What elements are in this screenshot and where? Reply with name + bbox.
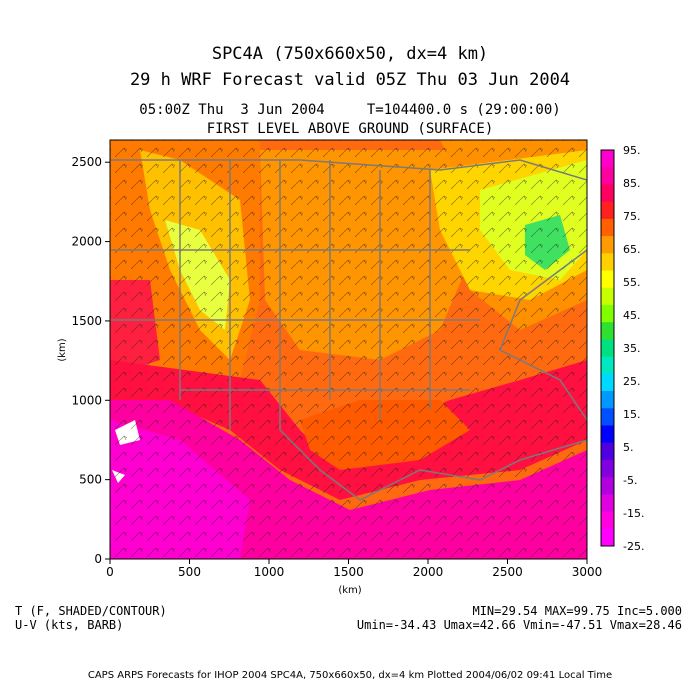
uv-range-label: Umin=-34.43 Umax=42.66 Vmin=-47.51 Vmax=… xyxy=(356,618,682,632)
colorbar-swatch xyxy=(601,528,614,547)
colorbar-label: -5. xyxy=(623,474,637,487)
x-tick-label: 0 xyxy=(106,565,114,579)
y-axis-label: (km) xyxy=(57,338,68,361)
colorbar-swatch xyxy=(601,304,614,323)
colorbar-label: 95. xyxy=(623,144,641,157)
y-tick-label: 0 xyxy=(94,552,102,566)
colorbar-swatch xyxy=(601,167,614,185)
colorbar-label: 65. xyxy=(623,243,641,256)
colorbar-swatch xyxy=(601,322,614,340)
min-max-label: MIN=29.54 MAX=99.75 Inc=5.000 xyxy=(472,604,682,618)
colorbar-swatch xyxy=(601,218,614,237)
colorbar-swatch xyxy=(601,477,614,495)
colorbar-swatch xyxy=(601,201,614,220)
title-line-1: SPC4A (750x660x50, dx=4 km) xyxy=(211,44,489,64)
x-tick-label: 1000 xyxy=(254,565,285,579)
colorbar-swatch xyxy=(601,287,614,306)
colorbar-label: 15. xyxy=(623,408,641,421)
colorbar-swatch xyxy=(601,253,614,272)
x-axis-ticks: 0 500 1000 1500 2000 2500 3000 xyxy=(106,559,602,579)
wind-barbs xyxy=(110,140,587,559)
colorbar-swatch xyxy=(601,425,614,444)
y-tick-label: 2500 xyxy=(71,155,102,169)
x-tick-label: 2000 xyxy=(413,565,444,579)
vector-label: U-V (kts, BARB) xyxy=(15,618,124,632)
colorbar-label: 5. xyxy=(623,441,634,454)
colorbar-label: -25. xyxy=(623,540,644,553)
colorbar-swatch xyxy=(601,236,614,254)
colorbar-swatch xyxy=(601,356,614,375)
colorbar-swatch xyxy=(601,373,614,392)
colorbar-label: -15. xyxy=(623,507,644,520)
colorbar-label: 75. xyxy=(623,210,641,223)
footer: CAPS ARPS Forecasts for IHOP 2004 SPC4A,… xyxy=(87,670,613,681)
colorbar-swatch xyxy=(601,150,614,168)
colorbar-swatch xyxy=(601,184,614,203)
level-line: FIRST LEVEL ABOVE GROUND (SURFACE) xyxy=(206,121,494,137)
colorbar-swatch xyxy=(601,270,614,289)
colorbar-swatch xyxy=(601,511,614,530)
title-line-2: 29 h WRF Forecast valid 05Z Thu 03 Jun 2… xyxy=(129,70,571,90)
x-tick-label: 500 xyxy=(178,565,201,579)
field-label: T (F, SHADED/CONTOUR) xyxy=(15,604,167,618)
x-axis-label: (km) xyxy=(338,585,361,596)
colorbar-label: 35. xyxy=(623,342,641,355)
x-tick-label: 2500 xyxy=(492,565,523,579)
colorbar-label: 55. xyxy=(623,276,641,289)
colorbar-label: 45. xyxy=(623,309,641,322)
colorbar-swatch xyxy=(601,339,614,358)
colorbar-swatch xyxy=(601,408,614,426)
y-axis-ticks: 0 500 1000 1500 2000 2500 xyxy=(71,155,110,566)
y-tick-label: 1000 xyxy=(71,393,102,407)
boundaries xyxy=(110,159,587,501)
valid-time-line: 05:00Z Thu 3 Jun 2004 T=104400.0 s (29:0… xyxy=(139,102,561,118)
y-tick-label: 2000 xyxy=(71,235,102,249)
colorbar-swatch xyxy=(601,442,614,461)
y-tick-label: 1500 xyxy=(71,314,102,328)
y-tick-label: 500 xyxy=(79,473,102,487)
colorbar xyxy=(600,149,615,547)
colorbar-swatch xyxy=(601,459,614,478)
x-tick-label: 3000 xyxy=(572,565,603,579)
colorbar-swatch xyxy=(601,494,614,513)
colorbar-label: 85. xyxy=(623,177,641,190)
colorbar-label: 25. xyxy=(623,375,641,388)
colorbar-swatch xyxy=(601,391,614,409)
colorbar-labels: 95. 85. 75. 65. 55. 45. 35. 25. 15. 5. -5. -15. -25. xyxy=(623,144,644,553)
x-tick-label: 1500 xyxy=(333,565,364,579)
